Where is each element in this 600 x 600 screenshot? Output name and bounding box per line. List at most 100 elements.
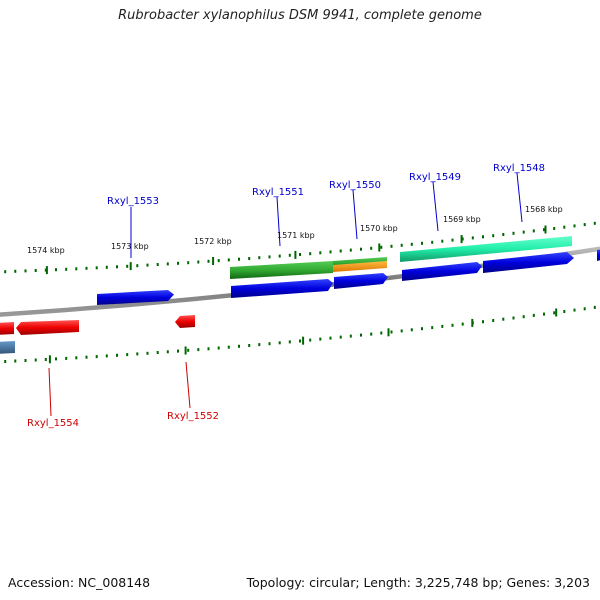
reverse-features	[0, 315, 195, 354]
outer-tick-track	[4, 221, 596, 275]
minor-tick	[502, 233, 505, 236]
gene-label-rxyl-1551[interactable]: Rxyl_1551	[252, 187, 304, 198]
minor-tick	[4, 270, 7, 274]
gene-label-rxyl-1548[interactable]: Rxyl_1548	[493, 163, 545, 174]
minor-tick	[85, 266, 88, 270]
minor-tick	[227, 258, 230, 262]
gene-label-rxyl-1554[interactable]: Rxyl_1554	[27, 418, 79, 429]
minor-tick	[532, 313, 535, 317]
reverse-cds-arrow[interactable]	[175, 315, 195, 328]
minor-tick	[380, 245, 383, 249]
minor-tick	[380, 331, 383, 335]
minor-tick	[177, 349, 179, 353]
major-tick	[294, 250, 297, 259]
minor-tick	[553, 311, 556, 315]
rna-feature-bar[interactable]	[400, 236, 572, 262]
minor-tick	[136, 264, 139, 268]
minor-tick	[370, 332, 373, 336]
minor-tick	[390, 330, 393, 334]
gene-label-rxyl-1549[interactable]: Rxyl_1549	[409, 172, 461, 183]
minor-tick	[187, 348, 190, 352]
label-leaders	[48, 172, 523, 417]
minor-tick	[258, 343, 261, 347]
reverse-cds-arrow[interactable]	[16, 320, 79, 335]
minor-tick	[95, 355, 98, 359]
major-tick	[48, 355, 51, 364]
major-tick	[544, 225, 547, 234]
minor-tick	[197, 348, 200, 352]
gene-label-rxyl-1552[interactable]: Rxyl_1552	[167, 411, 219, 422]
minor-tick	[207, 259, 210, 263]
minor-tick	[390, 244, 393, 248]
minor-tick	[573, 308, 576, 312]
gene-feature-bar[interactable]	[230, 261, 333, 279]
major-tick	[387, 328, 390, 337]
topology-label: Topology:	[246, 575, 306, 590]
minor-tick	[451, 323, 454, 327]
minor-tick	[75, 267, 78, 271]
genome-title: Rubrobacter xylanophilus DSM 9941, compl…	[118, 8, 482, 23]
forward-cds-arrow[interactable]	[402, 262, 482, 281]
minor-tick	[543, 228, 545, 232]
gene-labels: Rxyl_1553 Rxyl_1551 Rxyl_1550 Rxyl_1549 …	[27, 163, 545, 429]
minor-tick	[400, 243, 403, 247]
minor-tick	[329, 250, 332, 254]
major-tick	[45, 266, 48, 275]
minor-tick	[421, 327, 423, 331]
genome-summary: Topology: circular; Length: 3,225,748 bp…	[246, 575, 590, 590]
minor-tick	[166, 262, 169, 266]
minor-tick	[95, 266, 98, 270]
scale-tick-label: 1572 kbp	[194, 237, 232, 246]
minor-tick	[156, 351, 159, 354]
minor-tick	[187, 261, 190, 265]
minor-tick	[55, 357, 57, 361]
gene-label-rxyl-1550[interactable]: Rxyl_1550	[329, 180, 381, 191]
minor-tick	[44, 268, 47, 272]
minor-tick	[319, 337, 322, 341]
minor-tick	[360, 247, 362, 251]
minor-tick	[14, 269, 17, 273]
minor-tick	[400, 329, 403, 333]
minor-tick	[512, 231, 515, 235]
topology-value: circular	[309, 575, 356, 590]
minor-tick	[319, 251, 322, 255]
accession-value: NC_008148	[78, 575, 151, 590]
forward-cds-arrow[interactable]	[97, 290, 174, 305]
minor-tick	[461, 322, 464, 326]
minor-tick	[116, 265, 118, 269]
reverse-cds-arrow[interactable]	[0, 322, 14, 335]
gene-label-rxyl-1553[interactable]: Rxyl_1553	[107, 196, 159, 207]
minor-tick	[217, 259, 220, 263]
minor-tick	[278, 341, 281, 345]
minor-tick	[492, 234, 495, 238]
minor-tick	[410, 242, 413, 246]
forward-cds-arrow[interactable]	[231, 279, 333, 298]
minor-tick	[116, 353, 118, 357]
minor-tick	[492, 319, 495, 322]
minor-tick	[299, 339, 301, 343]
minor-tick	[65, 356, 68, 360]
length-value: 3,225,748 bp	[414, 575, 499, 590]
minor-tick	[522, 230, 525, 234]
forward-cds-arrow[interactable]	[334, 273, 388, 289]
misc-feature-bar[interactable]	[333, 261, 387, 272]
minor-tick	[14, 359, 17, 363]
minor-tick	[146, 263, 149, 267]
minor-tick	[563, 225, 566, 229]
minor-tick	[207, 347, 210, 351]
forward-cds-arrow[interactable]	[597, 249, 600, 261]
minor-tick	[339, 335, 342, 339]
minor-tick	[288, 340, 291, 344]
minor-tick	[75, 356, 78, 360]
scale-tick-label: 1574 kbp	[27, 246, 65, 255]
scale-tick-label: 1570 kbp	[360, 224, 398, 233]
forward-features	[97, 236, 600, 305]
minor-tick	[309, 252, 312, 256]
forward-cds-arrow[interactable]	[483, 252, 574, 273]
length-label: Length:	[363, 575, 411, 590]
minor-tick	[370, 246, 373, 250]
minor-tick	[441, 239, 444, 243]
accession-text: Accession: NC_008148	[8, 575, 150, 590]
scale-tick-label: 1571 kbp	[277, 231, 315, 240]
other-feature-bar[interactable]	[0, 341, 15, 354]
